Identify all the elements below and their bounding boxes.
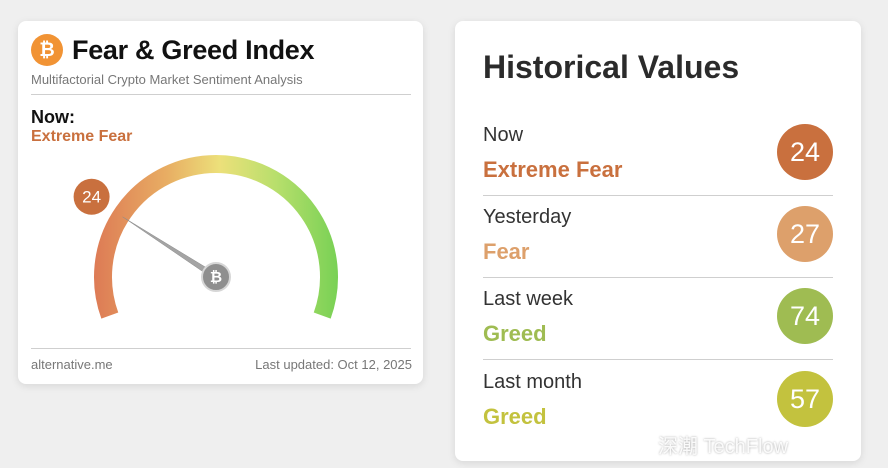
last-updated: Last updated: Oct 12, 2025 [255, 357, 412, 372]
bitcoin-icon: ₿ [31, 34, 63, 66]
footer-divider [31, 348, 411, 349]
source-link[interactable]: alternative.me [31, 357, 113, 372]
subtitle: Multifactorial Crypto Market Sentiment A… [31, 72, 303, 87]
row-divider [483, 277, 833, 278]
classification-label: Greed [483, 321, 547, 346]
gauge-value: 24 [82, 187, 101, 206]
fear-greed-card: ₿ Fear & Greed Index Multifactorial Cryp… [18, 21, 423, 384]
value-badge: 24 [777, 124, 833, 180]
value-badge: 74 [777, 288, 833, 344]
history-row-now: Now Extreme Fear 24 [483, 114, 833, 196]
needle-hub-icon [201, 262, 231, 292]
watermark: 深潮 TechFlow [658, 436, 789, 458]
sentiment-gauge: 24 ₿ [73, 155, 338, 319]
period-label: Yesterday [483, 206, 572, 228]
row-divider [483, 359, 833, 360]
historical-values-card: Historical Values Now Extreme Fear 24 Ye… [455, 21, 861, 461]
history-row-last-week: Last week Greed 74 [483, 278, 833, 360]
value-badge: 27 [777, 206, 833, 262]
classification-label: Greed [483, 404, 547, 429]
gauge-arc [94, 155, 338, 319]
needle-hub-bitcoin-icon: ₿ [210, 268, 222, 286]
now-classification: Extreme Fear [31, 128, 133, 145]
page-title: Fear & Greed Index [72, 35, 315, 65]
history-row-yesterday: Yesterday Fear 27 [483, 196, 833, 278]
classification-label: Extreme Fear [483, 157, 623, 182]
period-label: Last month [483, 371, 582, 393]
historical-title: Historical Values [483, 49, 740, 85]
value-badge: 57 [777, 371, 833, 427]
gauge-value-badge [73, 178, 110, 215]
period-label: Last week [483, 288, 574, 310]
row-divider [483, 195, 833, 196]
divider [31, 94, 411, 95]
now-label: Now: [31, 107, 75, 127]
classification-label: Fear [483, 239, 530, 264]
history-row-last-month: Last month Greed 57 [483, 361, 833, 443]
period-label: Now [483, 124, 524, 146]
